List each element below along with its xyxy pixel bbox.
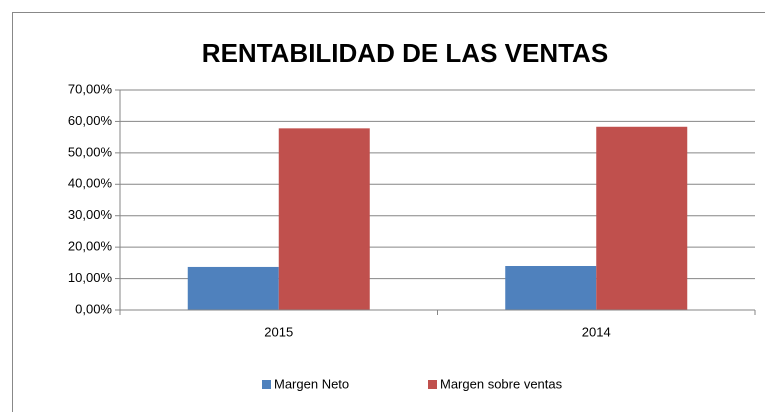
chart-title: RENTABILIDAD DE LAS VENTAS bbox=[202, 38, 608, 68]
y-tick-label: 0,00% bbox=[75, 301, 112, 316]
legend-swatch bbox=[262, 380, 271, 389]
y-tick-label: 30,00% bbox=[68, 207, 113, 222]
bar bbox=[188, 267, 279, 310]
legend-label: Margen sobre ventas bbox=[440, 376, 563, 391]
x-tick-label: 2014 bbox=[582, 324, 611, 339]
legend-swatch bbox=[428, 380, 437, 389]
y-tick-label: 20,00% bbox=[68, 239, 113, 254]
y-tick-label: 70,00% bbox=[68, 81, 113, 96]
y-tick-label: 40,00% bbox=[68, 176, 113, 191]
x-tick-label: 2015 bbox=[264, 324, 293, 339]
y-tick-label: 50,00% bbox=[68, 144, 113, 159]
bar bbox=[596, 127, 687, 310]
legend-label: Margen Neto bbox=[274, 376, 349, 391]
y-tick-label: 10,00% bbox=[68, 270, 113, 285]
y-tick-label: 60,00% bbox=[68, 113, 113, 128]
bar bbox=[505, 266, 596, 310]
bar bbox=[279, 128, 370, 310]
